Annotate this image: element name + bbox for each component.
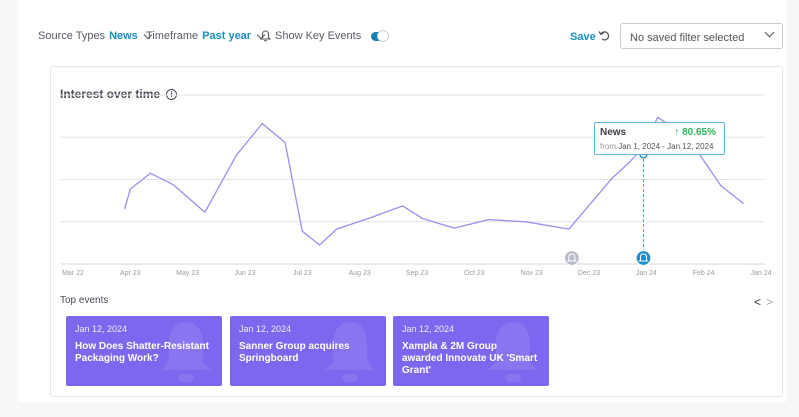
- tooltip-from-label: from: [600, 142, 616, 151]
- x-tick-label: Jan 24: [636, 270, 657, 277]
- x-tick-label: Aug 23: [349, 270, 371, 277]
- bell-icon: [638, 253, 649, 262]
- key-event-marker: [563, 249, 580, 267]
- event-title: Sanner Group acquires Springboard: [239, 341, 350, 364]
- info-icon[interactable]: i: [166, 88, 178, 100]
- tooltip-change: ↑ 80.65%: [674, 127, 716, 138]
- tooltip-range: from Jan 1, 2024 - Jan 12, 2024: [600, 142, 719, 151]
- x-tick-label: Nov 23: [521, 270, 543, 277]
- page-panel: Source Types News Timeframe Past year Sh…: [18, 0, 786, 402]
- event-title: Xampla & 2M Group awarded Innovate UK 'S…: [402, 341, 538, 376]
- timeframe-value: Past year: [202, 30, 252, 42]
- x-tick-label: Mar 22: [62, 270, 84, 277]
- saved-filter-select[interactable]: No saved filter selected: [620, 23, 783, 49]
- top-events-pager: < >: [754, 295, 773, 309]
- filter-toolbar: Source Types News Timeframe Past year Sh…: [38, 22, 783, 52]
- x-tick-label: May 23: [176, 270, 199, 277]
- x-tick-label: Sep 23: [406, 270, 428, 277]
- chart-tooltip: News ↑ 80.65% from Jan 1, 2024 - Jan 12,…: [594, 122, 725, 155]
- event-date: Jan 12, 2024: [239, 324, 292, 334]
- card-title-text: Interest over time: [60, 87, 161, 101]
- chevron-down-icon: [764, 27, 775, 38]
- source-types-value: News: [109, 30, 138, 42]
- prev-page-button[interactable]: <: [753, 295, 761, 309]
- top-events-title: Top events: [60, 295, 109, 306]
- interest-chart[interactable]: Mar 22 Apr 23 May 23 Jun 23 Jul 23 Aug 23 Sep …: [51, 67, 784, 292]
- event-title: How Does Shatter-Resistant Packaging Wor…: [75, 341, 209, 364]
- key-events-toggle-group: Show Key Events: [260, 29, 390, 42]
- event-date: Jan 12, 2024: [75, 324, 128, 334]
- x-tick-label: Oct 23: [464, 270, 485, 277]
- tooltip-date-range: Jan 1, 2024 - Jan 12, 2024: [618, 142, 714, 151]
- x-tick-label: Dec 23: [578, 270, 600, 277]
- bell-watermark-icon: [325, 322, 375, 382]
- card-title: Interest over time i: [60, 87, 178, 101]
- tooltip-series: News: [600, 127, 627, 138]
- interest-over-time-card: Interest over time i Mar 22 Apr 23 May 23 J…: [50, 66, 783, 397]
- x-tick-label: Jun 23: [234, 270, 255, 277]
- source-types-filter[interactable]: Source Types News: [38, 30, 153, 42]
- x-tick-label: Apr 23: [120, 270, 141, 277]
- event-card[interactable]: Jan 12, 2024 Sanner Group acquires Sprin…: [230, 316, 386, 386]
- event-date: Jan 12, 2024: [402, 324, 455, 334]
- key-event-marker: [635, 249, 652, 267]
- saved-filter-value: No saved filter selected: [630, 32, 745, 44]
- undo-icon[interactable]: [598, 29, 611, 42]
- timeframe-label: Timeframe: [146, 30, 199, 42]
- bell-icon: [260, 30, 271, 42]
- x-tick-label: Jan 24: [750, 270, 771, 277]
- timeframe-filter[interactable]: Timeframe Past year: [146, 30, 266, 42]
- event-card[interactable]: Jan 12, 2024 How Does Shatter-Resistant …: [66, 316, 222, 386]
- tooltip-change-value: 80.65%: [682, 127, 716, 138]
- event-card[interactable]: Jan 12, 2024 Xampla & 2M Group awarded I…: [393, 316, 549, 386]
- next-page-button[interactable]: >: [765, 295, 773, 309]
- bell-watermark-icon: [488, 322, 538, 382]
- key-events-label: Show Key Events: [275, 30, 362, 42]
- source-types-label: Source Types: [38, 30, 106, 42]
- x-tick-label: Feb 24: [693, 270, 715, 277]
- key-events-toggle[interactable]: [371, 29, 390, 42]
- x-tick-label: Jul 23: [293, 270, 312, 277]
- save-button[interactable]: Save: [570, 31, 596, 43]
- bell-watermark-icon: [161, 322, 211, 382]
- bell-icon: [566, 253, 578, 262]
